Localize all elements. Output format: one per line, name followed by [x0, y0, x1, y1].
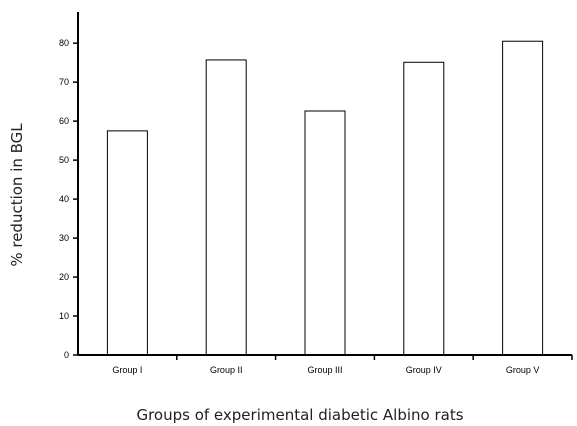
bar-1 [106, 130, 148, 356]
x-category-label: Group III [307, 365, 342, 375]
y-tick-label: 80 [59, 38, 69, 48]
y-axis-title: % reduction in BGL [8, 123, 26, 267]
y-tick-label: 0 [64, 350, 69, 360]
y-axis: 0 10 20 30 40 50 60 70 80 [59, 12, 79, 360]
x-category-label: Group IV [406, 365, 442, 375]
x-category-label: Group V [506, 365, 540, 375]
y-tick-label: 40 [59, 194, 69, 204]
bar-3 [304, 110, 346, 356]
y-tick-label: 10 [59, 311, 69, 321]
x-axis: Group I Group II Group III Group IV Group V [78, 354, 573, 375]
y-tick-label: 60 [59, 116, 69, 126]
y-tick-label: 20 [59, 272, 69, 282]
x-category-label: Group I [112, 365, 142, 375]
y-tick-label: 70 [59, 77, 69, 87]
bar-2 [205, 59, 247, 356]
bar-4 [403, 61, 445, 356]
bar-5 [502, 40, 544, 356]
y-tick-label: 50 [59, 155, 69, 165]
bars-group [106, 40, 544, 356]
y-tick-label: 30 [59, 233, 69, 243]
x-category-label: Group II [210, 365, 243, 375]
x-axis-title: Groups of experimental diabetic Albino r… [136, 406, 463, 424]
